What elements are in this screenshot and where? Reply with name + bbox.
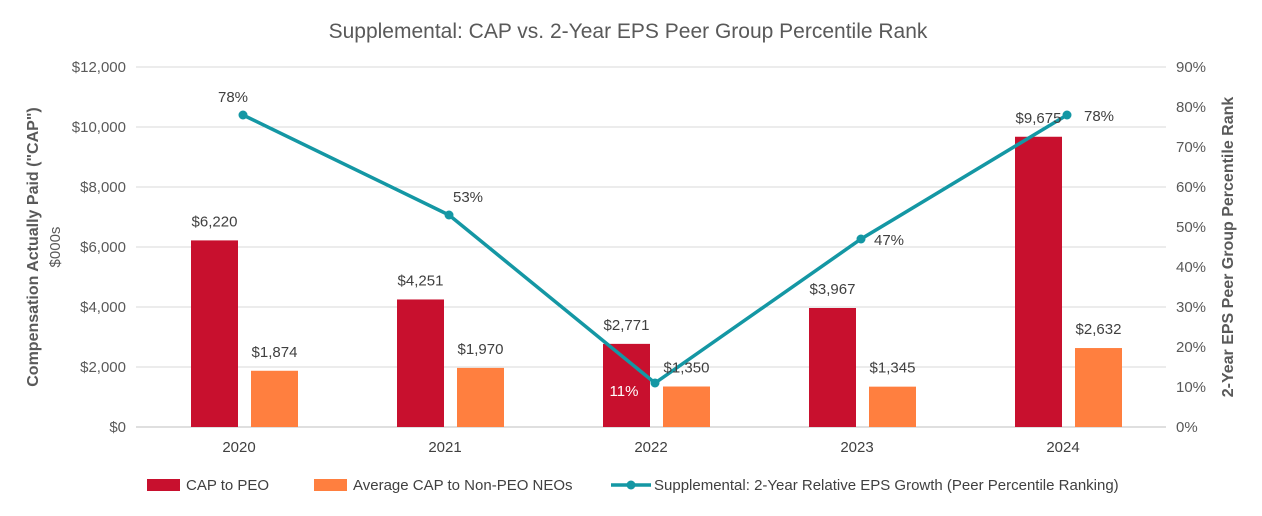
right-tick-label: 20% [1176, 339, 1206, 356]
right-tick-label: 90% [1176, 59, 1206, 76]
right-tick-label: 70% [1176, 139, 1206, 156]
line-data-label: 53% [453, 189, 483, 206]
left-tick-label: $0 [109, 419, 126, 436]
x-tick-label: 2020 [222, 439, 255, 456]
eps-rank-point [238, 110, 248, 120]
x-tick-label: 2021 [428, 439, 461, 456]
left-tick-label: $8,000 [80, 179, 126, 196]
right-axis-title: 2-Year EPS Peer Group Percentile Rank [1220, 97, 1237, 398]
bar-cap-peo [191, 240, 238, 427]
bar-cap-peo [1015, 136, 1062, 427]
legend-swatch-cap-peo [147, 479, 180, 491]
right-tick-label: 50% [1176, 219, 1206, 236]
bar-cap-non-peo [1075, 348, 1122, 427]
left-axis-title: Compensation Actually Paid ("CAP") [25, 107, 42, 387]
legend-label: CAP to PEO [186, 477, 269, 494]
left-tick-label: $2,000 [80, 359, 126, 376]
line-data-label: 78% [1084, 108, 1114, 125]
legend-swatch-eps-point [626, 480, 636, 490]
right-tick-label: 40% [1176, 259, 1206, 276]
bar-cap-non-peo [869, 386, 916, 427]
left-axis-subtitle: $000s [47, 227, 64, 268]
eps-rank-line [242, 113, 1068, 386]
right-tick-label: 0% [1176, 419, 1198, 436]
bar-cap-peo [397, 299, 444, 427]
bar-data-label: $6,220 [192, 213, 238, 230]
right-tick-label: 30% [1176, 299, 1206, 316]
eps-rank-point [650, 378, 660, 388]
bar-cap-non-peo [251, 370, 298, 427]
legend: CAP to PEO Average CAP to Non-PEO NEOs Sup… [147, 477, 1119, 494]
right-tick-label: 10% [1176, 379, 1206, 396]
bar-cap-non-peo [663, 386, 710, 427]
legend-label: Average CAP to Non-PEO NEOs [353, 477, 573, 494]
eps-rank-point [1062, 110, 1072, 120]
bar-cap-peo [809, 307, 856, 427]
line-data-label: 47% [874, 232, 904, 249]
line-data-label: 11% [610, 383, 639, 400]
chart-title: Supplemental: CAP vs. 2-Year EPS Peer Gr… [329, 20, 928, 43]
left-tick-label: $4,000 [80, 299, 126, 316]
legend-label: Supplemental: 2-Year Relative EPS Growth… [654, 477, 1119, 494]
eps-rank-point [856, 234, 866, 244]
left-tick-label: $12,000 [72, 59, 126, 76]
left-tick-label: $6,000 [80, 239, 126, 256]
x-tick-label: 2023 [840, 439, 873, 456]
x-tick-label: 2022 [634, 439, 667, 456]
bar-data-label: $2,771 [604, 317, 650, 334]
bar-data-label: $3,967 [810, 281, 856, 298]
legend-swatch-cap-non-peo [314, 479, 347, 491]
bar-data-label: $1,345 [870, 360, 916, 377]
right-tick-label: 60% [1176, 179, 1206, 196]
eps-rank-point [444, 210, 454, 220]
bar-data-label: $1,350 [664, 360, 710, 377]
bar-data-label: $9,675 [1016, 110, 1062, 127]
bar-data-label: $2,632 [1076, 321, 1122, 338]
x-tick-label: 2024 [1046, 439, 1079, 456]
bar-data-label: $4,251 [398, 272, 444, 289]
left-tick-label: $10,000 [72, 119, 126, 136]
right-tick-label: 80% [1176, 99, 1206, 116]
bar-data-label: $1,970 [458, 341, 504, 358]
bar-cap-non-peo [457, 367, 504, 427]
line-data-label: 78% [218, 89, 248, 106]
bar-data-label: $1,874 [252, 344, 298, 361]
